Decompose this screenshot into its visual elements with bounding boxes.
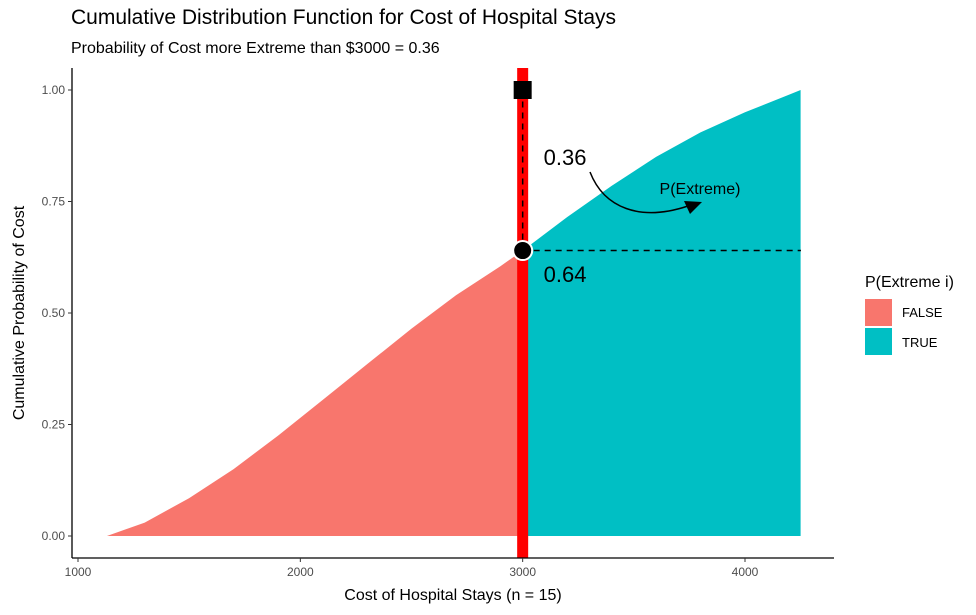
y-tick-label: 0.50 [42,306,66,320]
annotation-arrowhead [684,201,702,214]
annotation-extreme-label: P(Extreme) [660,181,741,198]
legend-label-true: TRUE [902,335,938,350]
y-tick-label: 0.75 [42,195,66,209]
x-axis-title: Cost of Hospital Stays (n = 15) [344,587,561,604]
annotation-lower-probability: 0.64 [544,262,587,287]
y-axis-title: Cumulative Probability of Cost [11,205,28,420]
legend: P(Extreme i) FALSE TRUE [865,274,954,355]
top-square-marker [513,81,532,99]
y-tick-label: 1.00 [42,83,66,97]
legend-label-false: FALSE [902,305,943,320]
plot-area: 0.36 0.64 P(Extreme) 1000 2000 3000 4000 0.00 0.… [42,68,834,579]
legend-title: P(Extreme i) [865,274,954,291]
y-tick-label: 0.00 [42,529,66,543]
annotation-curved-arrow [589,171,689,214]
legend-swatch-true [865,328,892,355]
x-tick-label: 3000 [509,565,536,579]
x-tick-label: 2000 [287,565,314,579]
annotation-upper-probability: 0.36 [544,145,587,170]
cdf-point-marker [512,240,534,262]
area-series-false [106,250,523,536]
chart-title: Cumulative Distribution Function for Cos… [71,6,616,29]
area-series-true [522,90,801,536]
legend-swatch-false [865,299,892,326]
x-tick-label: 1000 [65,565,92,579]
y-tick-label: 0.25 [42,418,66,432]
chart-subtitle: Probability of Cost more Extreme than $3… [71,40,440,57]
x-tick-label: 4000 [732,565,759,579]
